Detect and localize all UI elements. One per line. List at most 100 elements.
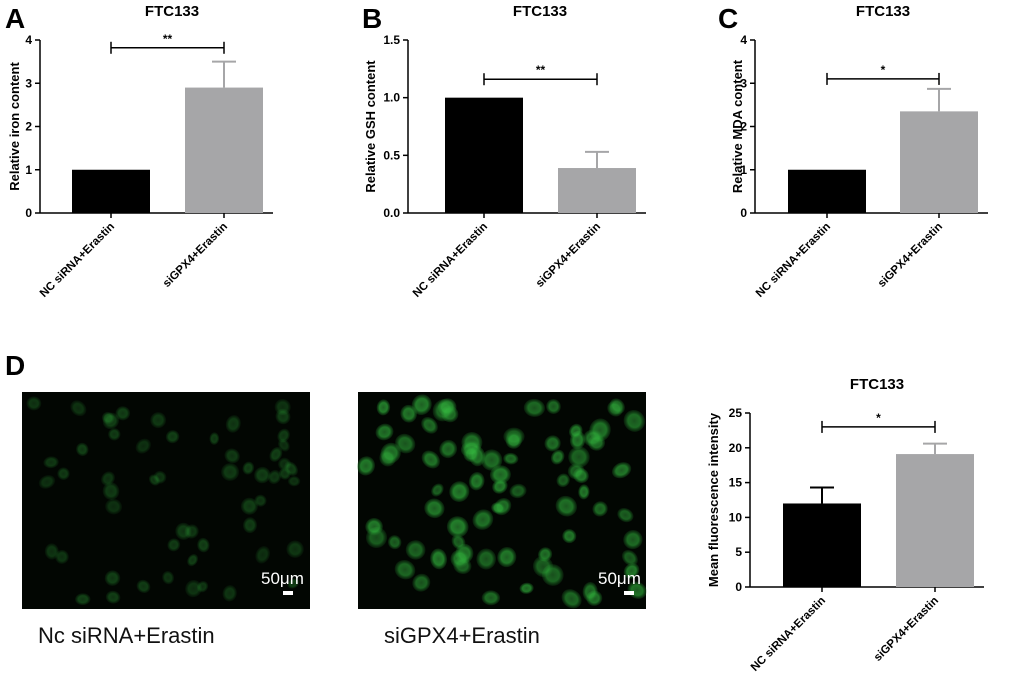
category-label: NC siRNA+Erastin	[754, 221, 833, 300]
fluorescent-cell	[57, 467, 70, 481]
fluorescent-cell	[394, 559, 416, 580]
fluorescent-cells	[357, 394, 647, 609]
chart-title: FTC133	[856, 3, 910, 20]
fluorescent-cell	[519, 582, 534, 594]
fluorescent-cell	[492, 478, 508, 494]
chart-mda-content: FTC133 Relative MDA content 0 1 2 3 4 NC siRNA+…	[730, 3, 988, 300]
fluorescent-cell	[284, 461, 298, 476]
micrograph-caption-nc: Nc siRNA+Erastin	[38, 623, 215, 648]
fluorescent-cell	[101, 411, 115, 425]
fluorescent-cell	[224, 448, 240, 464]
y-axis-label: Relative GSH content	[363, 60, 378, 193]
panel-letter-a: A	[5, 3, 25, 34]
fluorescent-cell	[611, 462, 632, 479]
fluorescent-cell	[135, 438, 151, 454]
significance-label: *	[881, 63, 886, 77]
fluorescent-cell	[365, 517, 383, 536]
fluorescent-cell	[481, 449, 503, 471]
category-label: siGPX4+Erastin	[876, 221, 945, 290]
fluorescent-cells	[26, 396, 304, 606]
bar-sigpx4-erastin	[185, 87, 263, 213]
fluorescent-cell	[503, 452, 519, 465]
fluorescent-cell	[26, 396, 42, 411]
fluorescent-cell	[532, 556, 554, 578]
fluorescent-cell	[450, 549, 470, 569]
category-label: siGPX4+Erastin	[872, 595, 941, 664]
y-tick-label: 1	[25, 163, 32, 177]
fluorescent-cell	[165, 430, 180, 444]
fluorescent-cell	[221, 463, 240, 481]
fluorescent-cell	[497, 547, 517, 568]
fluorescent-cell	[523, 398, 545, 417]
fluorescent-cell	[287, 578, 300, 589]
fluorescent-cell	[75, 593, 91, 606]
micrograph-sigpx4-erastin: 50μm	[357, 392, 647, 609]
fluorescent-cell	[623, 563, 640, 579]
fluorescent-cell	[405, 540, 426, 560]
fluorescent-cell	[375, 423, 394, 441]
fluorescent-cell	[463, 446, 480, 463]
fluorescent-cell	[505, 432, 522, 449]
fluorescent-cell	[412, 573, 431, 592]
fluorescent-cell	[136, 579, 151, 594]
fluorescent-cell	[209, 432, 220, 445]
fluorescent-cell	[568, 446, 590, 468]
fluorescent-cell	[277, 438, 290, 452]
y-tick-label: 10	[729, 510, 743, 524]
bar-nc-sirna-erastin	[783, 503, 861, 587]
y-tick-label: 3	[740, 76, 747, 90]
fluorescent-cell	[472, 509, 494, 530]
fluorescent-cell	[592, 501, 608, 517]
y-tick-label: 2	[740, 120, 747, 134]
chart-iron-content: FTC133 Relative iron content 0 1 2 3 4 NC siRNA…	[7, 3, 273, 300]
fluorescent-cell	[222, 585, 237, 602]
fluorescent-cell	[451, 534, 466, 550]
fluorescent-cell	[432, 399, 455, 422]
panel-letter-c: C	[718, 3, 738, 34]
micrograph-caption-si: siGPX4+Erastin	[384, 623, 540, 648]
fluorescent-cell	[162, 570, 175, 585]
fluorescent-cell	[76, 442, 89, 457]
y-tick-label: 3	[25, 76, 32, 90]
fluorescent-cell	[578, 484, 590, 500]
significance-label: **	[163, 32, 173, 46]
panel-letter-b: B	[362, 3, 382, 34]
fluorescent-cell	[439, 439, 458, 459]
fluorescent-cell	[387, 535, 402, 550]
y-tick-label: 2	[25, 120, 32, 134]
fluorescent-cell	[583, 429, 604, 447]
fluorescent-cell	[562, 529, 577, 544]
fluorescent-cell	[197, 537, 210, 553]
scale-bar	[624, 591, 634, 595]
category-label: siGPX4+Erastin	[534, 221, 603, 290]
chart-title: FTC133	[850, 376, 904, 393]
fluorescent-cell	[607, 401, 623, 417]
fluorescent-cell	[468, 472, 485, 491]
y-tick-label: 0.0	[383, 206, 400, 220]
fluorescent-cell	[555, 495, 577, 517]
micrograph-nc-sirna-erastin: 50μm	[22, 392, 310, 609]
chart-title: FTC133	[513, 3, 567, 20]
fluorescent-cell	[421, 450, 440, 469]
y-tick-label: 0	[735, 580, 742, 594]
scale-bar-label: 50μm	[261, 569, 304, 588]
y-tick-label: 0	[25, 206, 32, 220]
fluorescent-cell	[277, 428, 290, 443]
y-tick-label: 1.5	[383, 33, 400, 47]
fluorescent-cell	[269, 446, 283, 462]
chart-title: FTC133	[145, 3, 199, 20]
fluorescent-cell	[104, 570, 121, 586]
fluorescent-cell	[623, 409, 645, 432]
y-tick-label: 15	[729, 476, 743, 490]
fluorescent-cell	[430, 548, 448, 570]
bar-nc-sirna-erastin	[445, 97, 523, 213]
y-tick-label: 1.0	[383, 91, 400, 105]
bar-sigpx4-erastin	[896, 454, 974, 587]
fluorescent-cell	[105, 590, 121, 604]
chart-gsh-content: FTC133 Relative GSH content 0.0 0.5 1.0 1.5 NC…	[363, 3, 646, 300]
fluorescent-cell	[108, 428, 121, 441]
y-tick-label: 0.5	[383, 148, 400, 162]
fluorescent-cell	[546, 399, 561, 414]
y-tick-label: 4	[25, 33, 32, 47]
